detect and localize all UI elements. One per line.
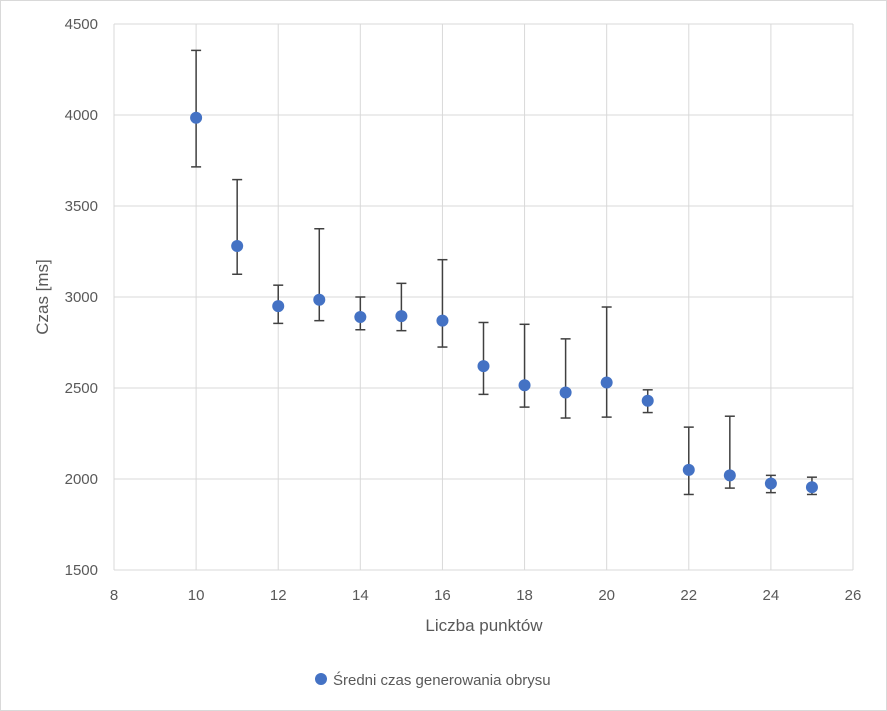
x-tick-label: 8 [110,587,118,604]
x-tick-label: 12 [270,587,287,604]
legend-marker [315,673,327,685]
x-tick-label: 20 [598,587,615,604]
data-point [436,314,449,327]
error-bar [519,323,530,408]
error-bar [437,258,448,348]
error-bar [560,338,571,419]
data-point [354,311,367,324]
x-tick-label: 14 [352,587,369,604]
error-bar [396,282,407,332]
x-tick-labels: 8 10 12 14 16 18 20 22 24 26 [110,587,862,604]
data-point [272,300,285,313]
y-tick-label: 4500 [65,16,98,33]
error-bar [683,426,694,496]
error-bar [478,321,489,396]
legend-label: Średni czas generowania obrysu [333,671,551,689]
data-point [559,386,572,399]
data-point [764,477,777,490]
y-tick-label: 2000 [65,471,98,488]
gridlines [113,23,854,571]
y-tick-label: 1500 [65,562,98,579]
data-point [395,310,408,323]
y-tick-label: 3000 [65,289,98,306]
error-bar [314,228,325,322]
y-tick-label: 4000 [65,107,98,124]
legend: Średni czas generowania obrysu [315,671,551,689]
x-tick-label: 24 [763,587,780,604]
x-tick-label: 26 [845,587,862,604]
data-point [313,293,326,306]
data-point [805,481,818,494]
x-tick-label: 16 [434,587,451,604]
y-axis-title: Czas [ms] [33,259,52,335]
error-bar [232,178,243,275]
error-bars [191,49,817,496]
data-point [600,376,613,389]
data-points [190,111,818,494]
data-point [641,394,654,407]
data-point [190,111,203,124]
error-bar [191,49,202,168]
x-tick-label: 22 [680,587,697,604]
x-tick-label: 10 [188,587,205,604]
data-point [682,463,695,476]
x-tick-label: 18 [516,587,533,604]
data-point [477,360,490,373]
y-tick-label: 3500 [65,198,98,215]
y-tick-labels: 1500 2000 2500 3000 3500 4000 4500 [65,16,98,579]
data-point [723,469,736,482]
data-point [231,240,244,253]
x-axis-title: Liczba punktów [425,616,543,635]
error-bar [601,306,612,418]
y-tick-label: 2500 [65,380,98,397]
data-point [518,379,531,392]
